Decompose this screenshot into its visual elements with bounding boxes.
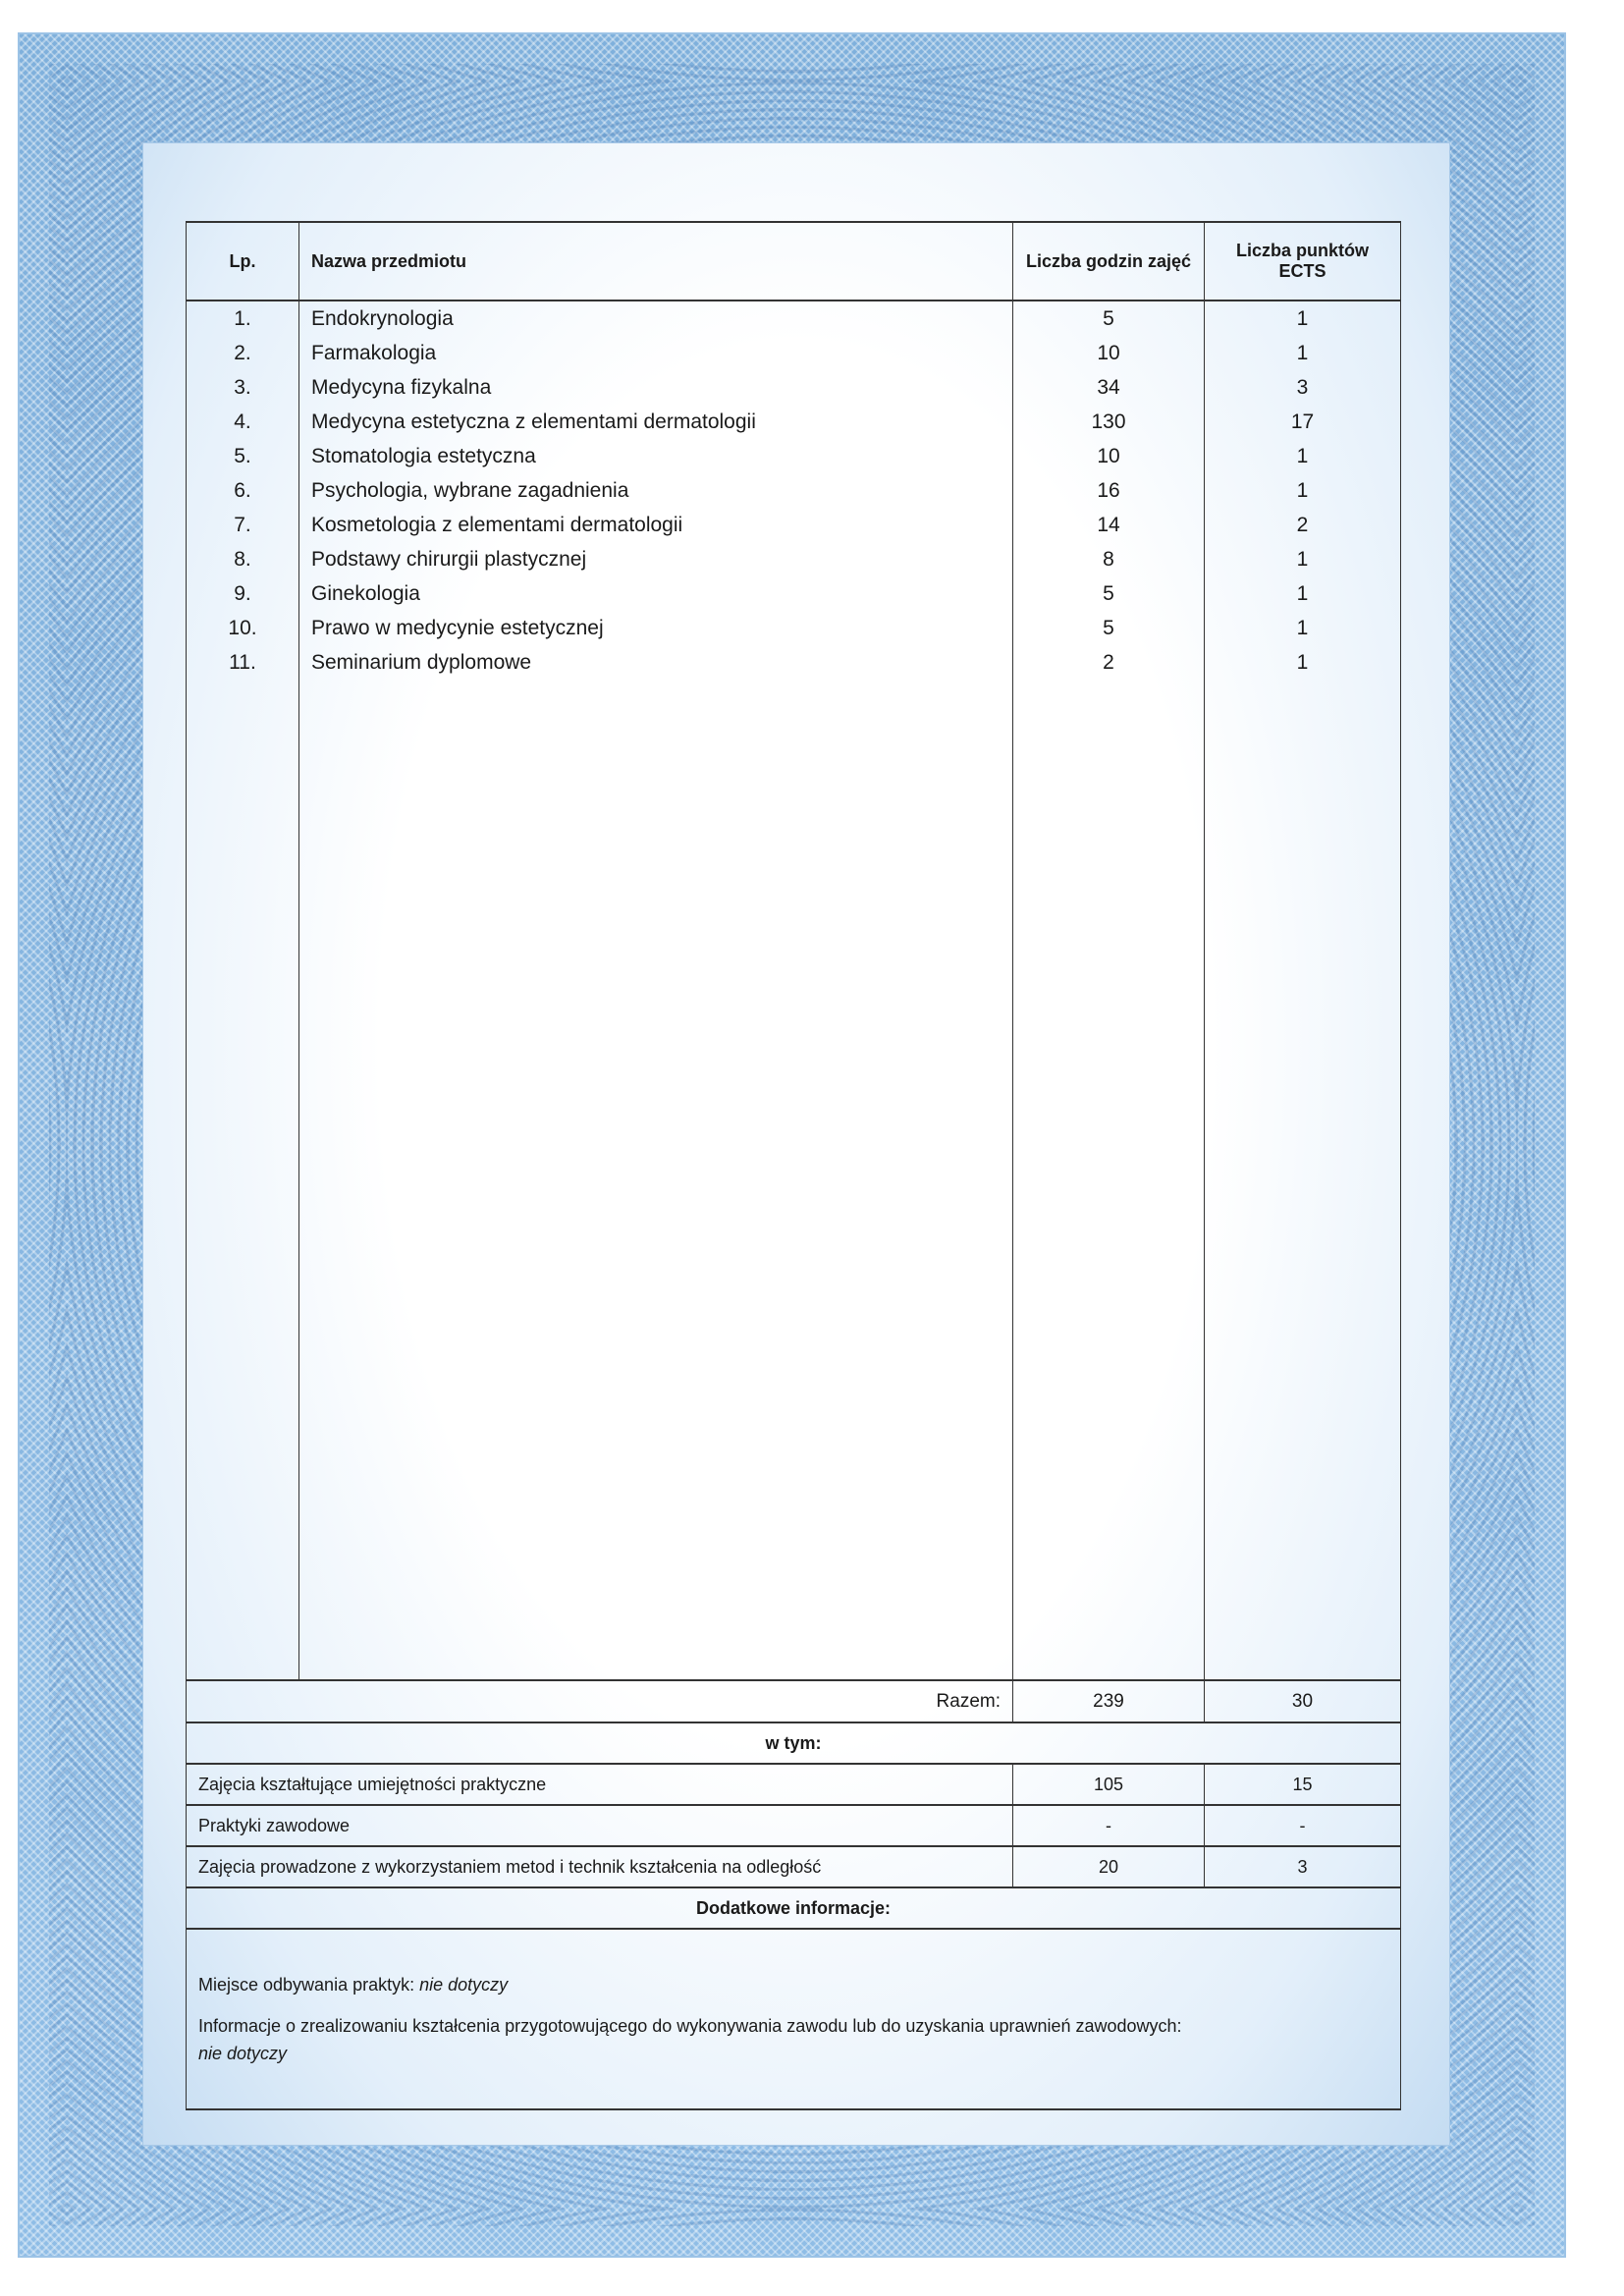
table-row: 5. Stomatologia estetyczna 10 1 <box>186 439 1401 473</box>
row-ects: 1 <box>1204 301 1401 336</box>
row-hours: 16 <box>1012 473 1205 508</box>
breakdown-hours: 105 <box>1012 1763 1205 1806</box>
breakdown-label: Praktyki zawodowe <box>186 1804 1013 1847</box>
row-ects: 17 <box>1204 405 1401 439</box>
table-row: 2. Farmakologia 10 1 <box>186 336 1401 370</box>
row-lp: 6. <box>186 473 299 508</box>
row-ects: 1 <box>1204 611 1401 645</box>
row-name: Farmakologia <box>298 336 1013 370</box>
header-name: Nazwa przedmiotu <box>298 221 1013 301</box>
row-name: Podstawy chirurgii plastycznej <box>298 542 1013 576</box>
breakdown-row: Zajęcia kształtujące umiejętności prakty… <box>186 1763 1401 1806</box>
total-hours: 239 <box>1012 1679 1205 1723</box>
row-hours: 5 <box>1012 576 1205 611</box>
prep-info-value: nie dotyczy <box>198 2044 288 2063</box>
row-hours: 5 <box>1012 301 1205 336</box>
breakdown-label: Zajęcia kształtujące umiejętności prakty… <box>186 1763 1013 1806</box>
row-lp: 2. <box>186 336 299 370</box>
total-ects: 30 <box>1204 1679 1401 1723</box>
row-lp: 1. <box>186 301 299 336</box>
total-label: Razem: <box>186 1679 1013 1723</box>
table-row: 1. Endokrynologia 5 1 <box>186 301 1401 336</box>
row-name: Ginekologia <box>298 576 1013 611</box>
table-row: 7. Kosmetologia z elementami dermatologii… <box>186 508 1401 542</box>
table-row: 4. Medycyna estetyczna z elementami derma… <box>186 405 1401 439</box>
row-lp: 5. <box>186 439 299 473</box>
prep-info-label: Informacje o zrealizowaniu kształcenia p… <box>198 2016 1182 2036</box>
breakdown-ects: - <box>1204 1804 1401 1847</box>
row-hours: 34 <box>1012 370 1205 405</box>
row-ects: 3 <box>1204 370 1401 405</box>
row-lp: 10. <box>186 611 299 645</box>
row-lp: 3. <box>186 370 299 405</box>
header-ects: Liczba punktów ECTS <box>1204 221 1401 301</box>
row-hours: 2 <box>1012 645 1205 680</box>
total-row: Razem: 239 30 <box>186 1679 1401 1723</box>
table-header: Lp. Nazwa przedmiotu Liczba godzin zajęć… <box>186 221 1401 301</box>
row-ects: 1 <box>1204 439 1401 473</box>
additional-info-row: Miejsce odbywania praktyk: nie dotyczy I… <box>186 1928 1401 2110</box>
empty-table-space <box>186 680 1401 1680</box>
breakdown-hours: 20 <box>1012 1845 1205 1888</box>
breakdown-row: Praktyki zawodowe - - <box>186 1804 1401 1847</box>
row-lp: 7. <box>186 508 299 542</box>
row-ects: 1 <box>1204 542 1401 576</box>
row-lp: 4. <box>186 405 299 439</box>
table-row: 11. Seminarium dyplomowe 2 1 <box>186 645 1401 680</box>
subjects-table: Lp. Nazwa przedmiotu Liczba godzin zajęć… <box>186 221 1401 2110</box>
additional-info-title-row: Dodatkowe informacje: <box>186 1886 1401 1930</box>
breakdown-ects: 15 <box>1204 1763 1401 1806</box>
practice-place-value: nie dotyczy <box>419 1975 509 1995</box>
row-hours: 5 <box>1012 611 1205 645</box>
row-name: Kosmetologia z elementami dermatologii <box>298 508 1013 542</box>
including-label: w tym: <box>186 1722 1401 1765</box>
row-hours: 8 <box>1012 542 1205 576</box>
header-hours: Liczba godzin zajęć <box>1012 221 1205 301</box>
row-name: Psychologia, wybrane zagadnienia <box>298 473 1013 508</box>
row-lp: 8. <box>186 542 299 576</box>
additional-info-title: Dodatkowe informacje: <box>186 1886 1401 1930</box>
row-ects: 1 <box>1204 645 1401 680</box>
table-row: 10. Prawo w medycynie estetycznej 5 1 <box>186 611 1401 645</box>
row-lp: 11. <box>186 645 299 680</box>
row-ects: 1 <box>1204 473 1401 508</box>
row-ects: 2 <box>1204 508 1401 542</box>
breakdown-label: Zajęcia prowadzone z wykorzystaniem meto… <box>186 1845 1013 1888</box>
row-hours: 10 <box>1012 336 1205 370</box>
table-row: 8. Podstawy chirurgii plastycznej 8 1 <box>186 542 1401 576</box>
row-ects: 1 <box>1204 336 1401 370</box>
table-row: 6. Psychologia, wybrane zagadnienia 16 1 <box>186 473 1401 508</box>
breakdown-hours: - <box>1012 1804 1205 1847</box>
breakdown-ects: 3 <box>1204 1845 1401 1888</box>
header-lp: Lp. <box>186 221 299 301</box>
row-hours: 10 <box>1012 439 1205 473</box>
row-name: Endokrynologia <box>298 301 1013 336</box>
row-lp: 9. <box>186 576 299 611</box>
row-name: Seminarium dyplomowe <box>298 645 1013 680</box>
row-name: Medycyna estetyczna z elementami dermato… <box>298 405 1013 439</box>
breakdown-row: Zajęcia prowadzone z wykorzystaniem meto… <box>186 1845 1401 1888</box>
practice-place-label: Miejsce odbywania praktyk: <box>198 1975 415 1995</box>
row-hours: 14 <box>1012 508 1205 542</box>
row-name: Medycyna fizykalna <box>298 370 1013 405</box>
row-name: Stomatologia estetyczna <box>298 439 1013 473</box>
including-row: w tym: <box>186 1722 1401 1765</box>
table-row: 3. Medycyna fizykalna 34 3 <box>186 370 1401 405</box>
row-ects: 1 <box>1204 576 1401 611</box>
row-name: Prawo w medycynie estetycznej <box>298 611 1013 645</box>
table-row: 9. Ginekologia 5 1 <box>186 576 1401 611</box>
row-hours: 130 <box>1012 405 1205 439</box>
